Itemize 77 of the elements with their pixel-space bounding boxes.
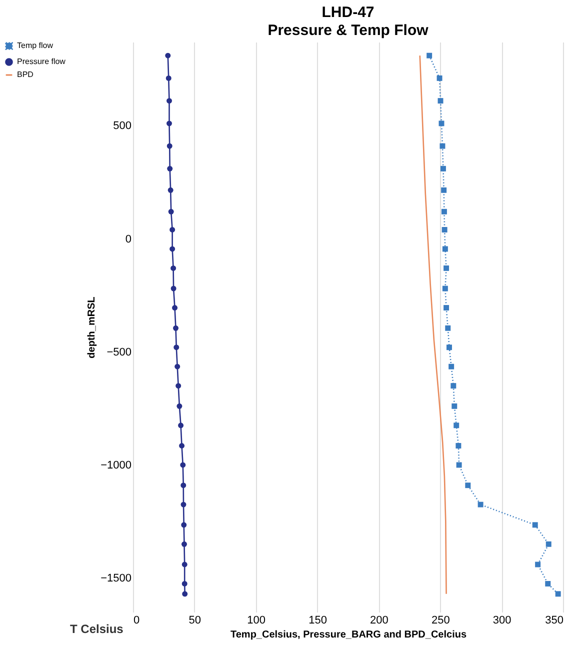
point <box>448 364 454 370</box>
point <box>170 286 176 292</box>
point <box>444 305 450 311</box>
y-axis-title: depth_mRSL <box>86 296 98 358</box>
point <box>444 265 450 271</box>
point <box>174 344 180 350</box>
chart-title: LHD-47 <box>322 4 374 21</box>
point <box>176 383 182 389</box>
point <box>555 591 561 597</box>
point <box>456 462 462 468</box>
point <box>535 562 541 568</box>
x-tick-label: 0 <box>134 614 140 626</box>
point <box>442 227 448 232</box>
legend-label: BPD <box>17 70 34 79</box>
point <box>178 422 184 428</box>
x-axis-title: Temp_Celsius, Pressure_BARG and BPD_Celcius <box>230 630 467 640</box>
point <box>170 246 176 252</box>
point <box>165 52 171 58</box>
chart-subtitle: Pressure & Temp Flow <box>268 22 429 39</box>
point <box>436 75 442 81</box>
point <box>174 364 180 370</box>
y-tick-label: −1500 <box>100 572 132 585</box>
x-tick-label: 150 <box>308 614 327 626</box>
legend-label: Pressure flow <box>17 57 66 66</box>
x-tick-label: 200 <box>370 614 388 626</box>
point <box>456 443 462 448</box>
point <box>180 462 186 468</box>
point <box>440 143 446 149</box>
point <box>166 98 172 104</box>
point <box>173 325 178 331</box>
point <box>180 502 186 508</box>
y-tick-label: −1000 <box>100 459 132 472</box>
point <box>546 541 552 547</box>
point <box>182 580 188 586</box>
point <box>465 482 471 488</box>
y-tick-label: −500 <box>106 346 132 358</box>
point <box>426 52 432 58</box>
point <box>478 502 484 508</box>
point <box>452 403 458 409</box>
point <box>442 246 448 252</box>
point <box>438 98 444 104</box>
point <box>180 482 186 488</box>
point <box>440 166 446 172</box>
y-tick-label: 500 <box>113 120 132 132</box>
point <box>172 305 178 311</box>
point <box>545 580 551 586</box>
point <box>441 208 447 214</box>
point <box>166 120 172 126</box>
point <box>179 443 185 448</box>
text: T Celsius <box>70 622 124 636</box>
point <box>166 75 172 81</box>
point <box>167 166 173 172</box>
point <box>181 541 187 547</box>
point <box>450 383 456 389</box>
x-tick-label: 100 <box>247 614 266 626</box>
x-tick-label: 350 <box>545 614 564 626</box>
point <box>441 187 447 193</box>
point <box>181 522 187 528</box>
x-tick-label: 300 <box>492 614 512 626</box>
point <box>182 562 188 568</box>
point <box>454 422 460 428</box>
point <box>442 286 448 292</box>
point <box>166 143 172 149</box>
point <box>445 325 451 331</box>
point <box>168 208 174 214</box>
point <box>532 522 538 528</box>
point <box>168 187 174 193</box>
line-series <box>419 54 447 595</box>
x-tick-label: 50 <box>188 614 202 626</box>
x-tick-label: 250 <box>431 614 450 626</box>
point <box>176 403 182 409</box>
point <box>170 227 176 232</box>
point <box>446 344 452 350</box>
y-tick-label: 0 <box>125 233 132 246</box>
legend-label: Temp flow <box>17 41 54 50</box>
point <box>170 265 176 271</box>
point <box>182 591 188 597</box>
